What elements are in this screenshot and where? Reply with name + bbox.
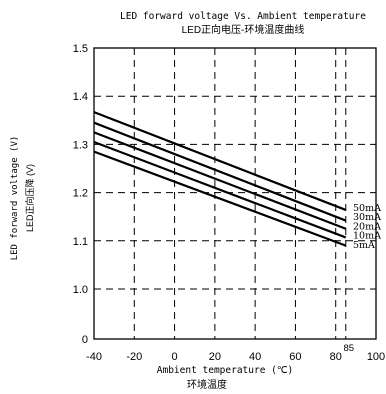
- y-tick-label: 1.0: [73, 284, 88, 296]
- x-tick-label: 80: [330, 351, 342, 363]
- x-axis-label-cn: 环境温度: [187, 378, 227, 391]
- y-axis-label: LED forward voltage (V): [10, 136, 20, 261]
- series-label-20mA: 20mA: [353, 221, 381, 232]
- x-tick-label: 20: [209, 351, 221, 363]
- y-tick-label: 1.5: [73, 43, 88, 55]
- x-tick-label: 40: [249, 351, 261, 363]
- series-line-50mA: [93, 111, 347, 211]
- series-label-50mA: 50mA: [353, 203, 381, 214]
- y-axis-label-cn: LED正向压降 (V): [24, 164, 35, 232]
- y-tick-label: 1.3: [73, 139, 88, 151]
- series-line-5mA: [93, 150, 347, 247]
- series-label-10mA: 10mA: [353, 231, 381, 242]
- x-tick-label: 0: [172, 351, 178, 363]
- series-label-5mA: 5mA: [353, 240, 375, 251]
- y-tick-label: 1.1: [73, 236, 88, 248]
- series-line-20mA: [93, 131, 347, 230]
- y-tick-label: 0: [82, 334, 88, 346]
- x-tick-label: 60: [289, 351, 301, 363]
- x-tick-label: -40: [86, 351, 102, 363]
- series-lines: [93, 111, 347, 247]
- x-tick-label: 100: [367, 351, 385, 363]
- chart-title: LED forward voltage Vs. Ambient temperat…: [120, 11, 366, 22]
- grid: [94, 48, 376, 339]
- y-tick-label: 1.4: [73, 91, 88, 103]
- y-tick-label: 1.2: [73, 188, 88, 200]
- series-line-30mA: [93, 121, 347, 222]
- x-axis-ticks: -40 -20 0 20 40 60 80 100 85: [86, 343, 385, 363]
- series-line-10mA: [93, 140, 347, 239]
- x-axis-label: Ambient temperature (℃): [157, 365, 294, 376]
- chart-subtitle: LED正向电压-环境温度曲线: [182, 23, 305, 36]
- y-axis-ticks: 0 1.0 1.1 1.2 1.3 1.4 1.5: [73, 43, 88, 346]
- plot-area-frame: [93, 47, 377, 340]
- x-tick-label: -20: [126, 351, 142, 363]
- x-tick-label-85: 85: [343, 343, 354, 354]
- series-label-30mA: 30mA: [353, 212, 381, 223]
